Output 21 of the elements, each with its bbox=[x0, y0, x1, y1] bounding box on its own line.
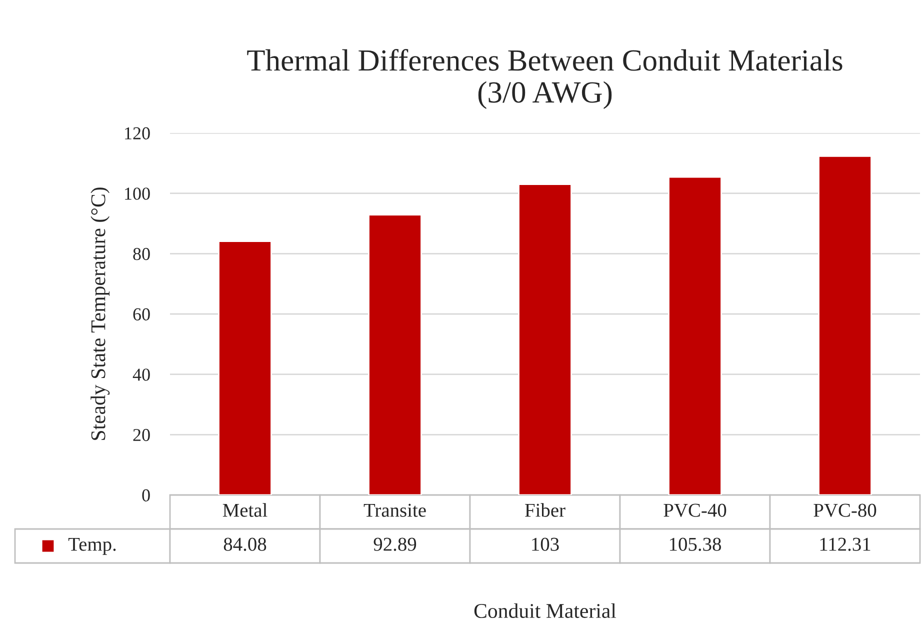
legend-label: Temp. bbox=[68, 538, 116, 555]
y-tick-label: 120 bbox=[125, 127, 150, 140]
y-axis-title: Steady State Temperature (°C) bbox=[90, 188, 110, 440]
data-label: 105.38 bbox=[670, 538, 721, 551]
y-tick-label: 0 bbox=[142, 489, 150, 502]
y-tick-label: 40 bbox=[132, 368, 150, 381]
data-label: 112.31 bbox=[820, 538, 870, 551]
x-tick-label: Transite bbox=[364, 504, 426, 517]
y-tick-label: 100 bbox=[125, 188, 150, 200]
x-tick-label: Metal bbox=[222, 503, 268, 517]
y-tick-label: 60 bbox=[133, 308, 150, 320]
y-tick-label: 80 bbox=[133, 248, 150, 260]
x-tick-label: PVC-40 bbox=[664, 504, 726, 517]
data-label: 84.08 bbox=[224, 538, 266, 551]
x-axis-title: Conduit Material bbox=[474, 603, 616, 618]
data-label: 103 bbox=[532, 538, 559, 551]
data-label: 92.89 bbox=[374, 538, 416, 551]
x-tick-label: PVC-80 bbox=[814, 504, 876, 517]
y-tick-label: 20 bbox=[133, 428, 150, 442]
x-tick-label: Fiber bbox=[525, 503, 566, 517]
chart-title: Thermal Differences Between Conduit Materials (3/0 AWG) bbox=[247, 48, 842, 109]
